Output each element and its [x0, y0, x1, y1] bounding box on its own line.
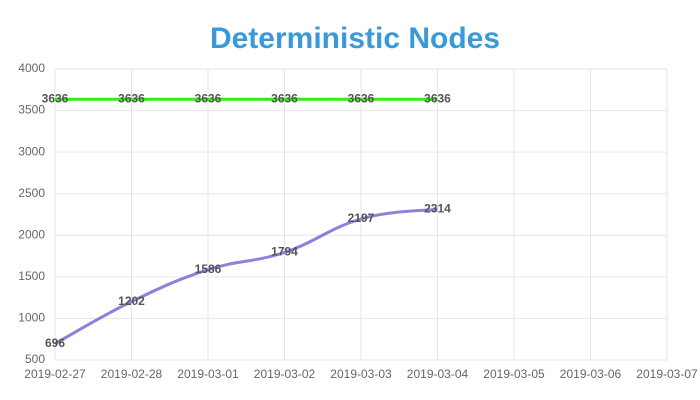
data-label: 3636 [424, 91, 451, 105]
data-label: 3636 [42, 91, 69, 105]
y-tick-label: 2500 [18, 186, 45, 200]
data-label: 3636 [195, 91, 222, 105]
data-label: 2314 [424, 201, 451, 215]
x-tick-label: 2019-03-04 [407, 367, 469, 381]
chart-title: Deterministic Nodes [210, 22, 500, 55]
x-tick-label: 2019-03-07 [636, 367, 698, 381]
data-label: 3636 [348, 91, 375, 105]
x-tick-label: 2019-03-03 [330, 367, 392, 381]
x-tick-label: 2019-03-05 [483, 367, 545, 381]
data-label: 2197 [348, 211, 375, 225]
y-tick-label: 3000 [18, 144, 45, 158]
x-tick-label: 2019-03-06 [560, 367, 622, 381]
x-tick-label: 2019-02-28 [101, 367, 163, 381]
y-tick-label: 1000 [18, 311, 45, 325]
data-label: 3636 [271, 91, 298, 105]
x-tick-label: 2019-02-27 [24, 367, 86, 381]
data-label: 1202 [118, 294, 145, 308]
data-label: 696 [45, 336, 65, 350]
series-line [54, 207, 438, 346]
data-label: 1794 [271, 245, 298, 259]
x-tick-label: 2019-03-01 [177, 367, 239, 381]
y-tick-label: 2000 [18, 227, 45, 241]
y-tick-label: 4000 [18, 61, 45, 75]
x-tick-label: 2019-03-02 [254, 367, 316, 381]
data-label: 3636 [118, 91, 145, 105]
data-label: 1586 [195, 262, 222, 276]
y-tick-label: 1500 [18, 269, 45, 283]
y-tick-label: 3500 [18, 103, 45, 117]
y-tick-label: 500 [25, 352, 45, 366]
